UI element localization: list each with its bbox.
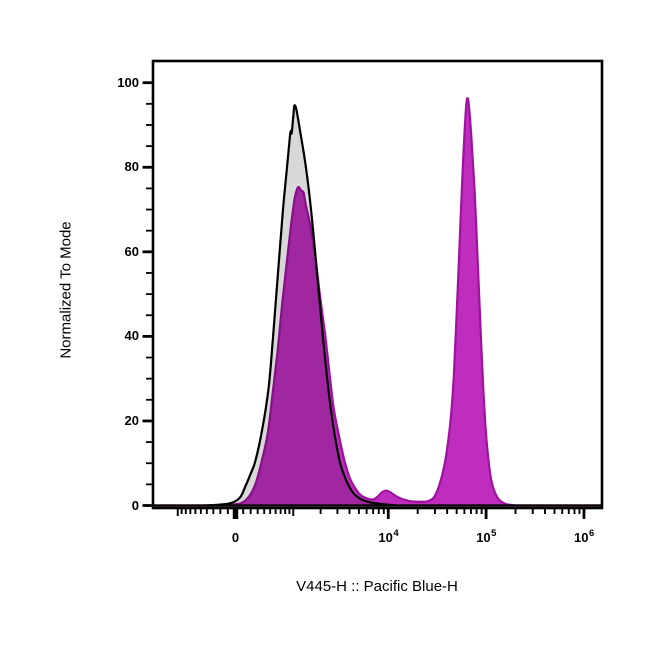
y-tick-label-60: 60 (124, 243, 139, 259)
series-2-magenta-fill-curve (154, 97, 601, 507)
plot-border (151, 59, 604, 510)
y-tick-label-0: 0 (131, 497, 139, 513)
y-tick-label-80: 80 (124, 159, 139, 175)
y-axis-title: Normalized To Mode (57, 221, 75, 359)
y-tick-label-20: 20 (124, 412, 139, 428)
axis-ticks (142, 81, 586, 519)
x-tick-label-0: 0 (231, 530, 240, 545)
series-1-black-outline-gray-fill-curve (154, 104, 601, 507)
x-axis-title: V445-H :: Pacific Blue-H (296, 578, 458, 595)
x-tick-label-10e5: 105 (476, 528, 497, 545)
y-tick-label-40: 40 (124, 328, 139, 344)
x-tick-label-10e4: 104 (378, 528, 399, 545)
y-tick-label-100: 100 (117, 74, 139, 90)
x-tick-label-10e6: 106 (574, 528, 595, 545)
histogram-layer (154, 97, 601, 507)
